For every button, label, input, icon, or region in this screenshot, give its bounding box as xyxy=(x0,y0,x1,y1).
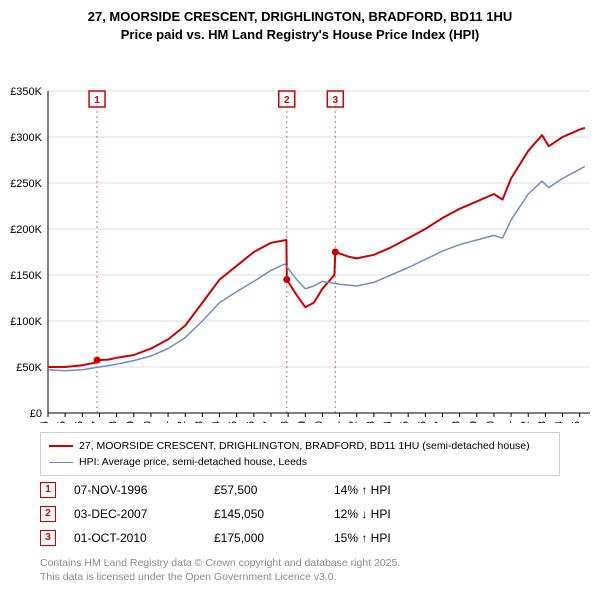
event-price: £57,500 xyxy=(214,483,334,497)
event-delta: 15% ↑ HPI xyxy=(334,531,391,545)
svg-text:2001: 2001 xyxy=(159,421,171,423)
svg-text:2019: 2019 xyxy=(468,421,480,423)
svg-text:£200K: £200K xyxy=(10,224,42,236)
legend: 27, MOORSIDE CRESCENT, DRIGHLINGTON, BRA… xyxy=(40,432,560,476)
svg-text:2: 2 xyxy=(284,95,290,106)
svg-text:2016: 2016 xyxy=(416,421,428,423)
svg-text:2007: 2007 xyxy=(262,421,274,423)
svg-text:2022: 2022 xyxy=(519,421,531,423)
svg-text:2023: 2023 xyxy=(536,421,548,423)
svg-text:1995: 1995 xyxy=(56,421,68,423)
svg-text:1: 1 xyxy=(94,95,100,106)
chart-marker-dot-1 xyxy=(94,357,101,364)
footer: Contains HM Land Registry data © Crown c… xyxy=(40,556,400,584)
svg-text:2002: 2002 xyxy=(176,421,188,423)
event-marker-2: 2 xyxy=(40,506,56,522)
svg-text:3: 3 xyxy=(333,95,339,106)
svg-text:2010: 2010 xyxy=(313,421,325,423)
svg-text:2020: 2020 xyxy=(485,421,497,423)
legend-swatch xyxy=(49,462,73,463)
svg-text:1998: 1998 xyxy=(108,421,120,423)
event-delta: 14% ↑ HPI xyxy=(334,483,391,497)
svg-text:£100K: £100K xyxy=(10,316,42,328)
svg-text:£50K: £50K xyxy=(16,362,42,374)
svg-text:2012: 2012 xyxy=(348,421,360,423)
event-date: 01-OCT-2010 xyxy=(74,531,214,545)
event-marker-1: 1 xyxy=(40,482,56,498)
title-line-1: 27, MOORSIDE CRESCENT, DRIGHLINGTON, BRA… xyxy=(88,9,512,24)
chart-marker-dot-3 xyxy=(332,249,339,256)
svg-text:2009: 2009 xyxy=(296,421,308,423)
svg-text:2014: 2014 xyxy=(382,421,394,423)
chart-title: 27, MOORSIDE CRESCENT, DRIGHLINGTON, BRA… xyxy=(0,0,600,43)
chart-marker-dot-2 xyxy=(283,276,290,283)
footer-line-2: This data is licensed under the Open Gov… xyxy=(40,571,337,583)
legend-swatch xyxy=(49,445,73,447)
event-price: £175,000 xyxy=(214,531,334,545)
svg-text:£250K: £250K xyxy=(10,178,42,190)
svg-text:2013: 2013 xyxy=(365,421,377,423)
event-marker-3: 3 xyxy=(40,530,56,546)
svg-text:2003: 2003 xyxy=(193,421,205,423)
svg-text:2005: 2005 xyxy=(228,421,240,423)
legend-item-0: 27, MOORSIDE CRESCENT, DRIGHLINGTON, BRA… xyxy=(49,438,551,454)
event-price: £145,050 xyxy=(214,507,334,521)
event-row-2: 2 03-DEC-2007£145,05012% ↓ HPI xyxy=(40,502,391,526)
svg-text:2000: 2000 xyxy=(142,421,154,423)
svg-text:2011: 2011 xyxy=(331,421,343,423)
svg-text:2017: 2017 xyxy=(433,421,445,423)
event-row-1: 1 07-NOV-1996£57,50014% ↑ HPI xyxy=(40,478,391,502)
svg-text:2008: 2008 xyxy=(279,421,291,423)
event-table: 1 07-NOV-1996£57,50014% ↑ HPI 2 03-DEC-2007… xyxy=(40,478,391,550)
svg-text:2021: 2021 xyxy=(502,421,514,423)
event-date: 03-DEC-2007 xyxy=(74,507,214,521)
svg-text:2025: 2025 xyxy=(571,421,583,423)
svg-text:1996: 1996 xyxy=(73,421,85,423)
svg-text:1994: 1994 xyxy=(39,421,51,423)
legend-label: HPI: Average price, semi-detached house,… xyxy=(79,456,307,468)
svg-text:2006: 2006 xyxy=(245,421,257,423)
event-row-3: 3 01-OCT-2010£175,00015% ↑ HPI xyxy=(40,526,391,550)
svg-text:£0: £0 xyxy=(30,408,42,420)
svg-text:£150K: £150K xyxy=(10,270,42,282)
svg-text:1999: 1999 xyxy=(125,421,137,423)
legend-item-1: HPI: Average price, semi-detached house,… xyxy=(49,454,551,470)
event-date: 07-NOV-1996 xyxy=(74,483,214,497)
svg-text:2015: 2015 xyxy=(399,421,411,423)
svg-text:£350K: £350K xyxy=(10,86,42,98)
svg-text:1997: 1997 xyxy=(90,421,102,423)
svg-text:£300K: £300K xyxy=(10,132,42,144)
svg-text:2024: 2024 xyxy=(554,421,566,423)
svg-text:2018: 2018 xyxy=(451,421,463,423)
svg-text:2004: 2004 xyxy=(211,421,223,423)
event-delta: 12% ↓ HPI xyxy=(334,507,391,521)
price-chart: £0 £50K £100K £150K £200K £250K £300K £350K 1994… xyxy=(0,43,600,423)
legend-label: 27, MOORSIDE CRESCENT, DRIGHLINGTON, BRA… xyxy=(79,440,530,452)
footer-line-1: Contains HM Land Registry data © Crown c… xyxy=(40,557,400,569)
title-line-2: Price paid vs. HM Land Registry's House … xyxy=(121,27,480,42)
